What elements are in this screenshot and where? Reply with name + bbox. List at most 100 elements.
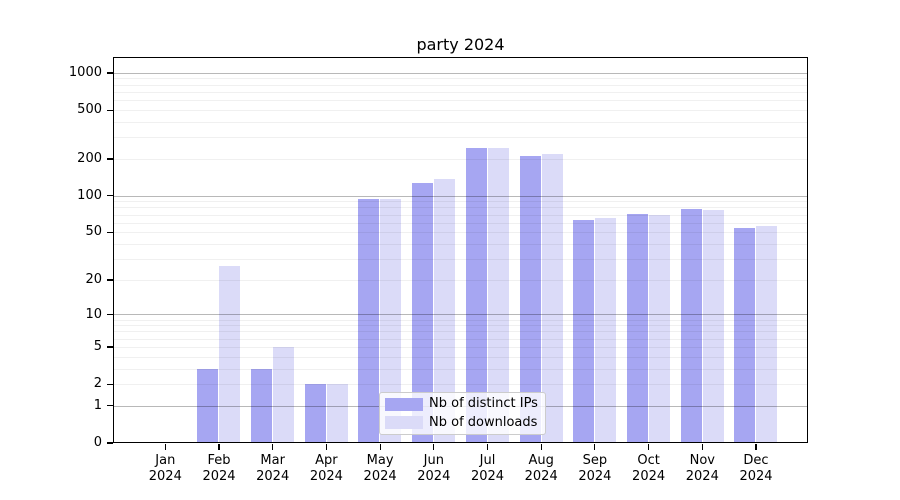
y-axis-tick-label: 10 (85, 306, 102, 322)
y-axis-tick-label: 5 (93, 339, 102, 355)
bar-nb-of-downloads-aug (541, 153, 563, 442)
minor-gridline (114, 232, 807, 234)
legend-label-distinct-ips: Nb of distinct IPs (429, 396, 538, 412)
minor-gridline (114, 84, 807, 86)
x-axis-tick-label: Aug 2024 (524, 453, 558, 484)
x-axis-tick (540, 444, 542, 450)
major-gridline (114, 72, 807, 74)
x-axis-tick-label: Sep 2024 (578, 453, 612, 484)
minor-gridline (114, 214, 807, 216)
bar-nb-of-distinct-ips-feb (197, 368, 219, 442)
y-axis-tick-label: 500 (77, 102, 102, 118)
x-axis-tick-label: May 2024 (363, 453, 397, 484)
x-axis-tick (379, 444, 381, 450)
bar-nb-of-downloads-apr (326, 383, 348, 442)
minor-gridline (114, 319, 807, 321)
minor-gridline (114, 100, 807, 102)
y-axis-tick (106, 109, 113, 111)
y-axis-tick-label: 50 (85, 224, 102, 240)
y-axis-tick (106, 72, 113, 74)
y-axis-tick-label: 2 (93, 376, 102, 392)
bar-nb-of-distinct-ips-apr (304, 383, 326, 442)
x-axis-tick-label: Oct 2024 (632, 453, 666, 484)
bar-nb-of-distinct-ips-nov (680, 208, 702, 442)
x-axis-tick-label: Mar 2024 (256, 453, 290, 484)
bar-nb-of-downloads-jun (434, 178, 456, 442)
x-axis-tick-label: Apr 2024 (309, 453, 343, 484)
x-axis-tick (164, 444, 166, 450)
bar-nb-of-distinct-ips-aug (519, 156, 541, 442)
x-axis-tick (648, 444, 650, 450)
bar-nb-of-downloads-feb (219, 266, 241, 442)
y-axis-tick-label: 0 (93, 435, 102, 450)
x-axis-tick-label: Feb 2024 (202, 453, 236, 484)
y-axis-tick-label: 200 (77, 151, 102, 167)
x-axis-tick (701, 444, 703, 450)
x-axis-tick (755, 444, 757, 450)
x-axis-tick-label: Nov 2024 (685, 453, 719, 484)
bar-nb-of-distinct-ips-may (358, 198, 380, 442)
bar-nb-of-downloads-nov (702, 209, 724, 442)
chart-title: party 2024 (416, 35, 505, 54)
y-axis-tick (106, 231, 113, 234)
minor-gridline (114, 331, 807, 333)
x-axis-tick (325, 444, 327, 450)
y-axis-tick (106, 442, 113, 444)
legend-swatch-distinct-ips (385, 397, 423, 411)
minor-gridline (114, 222, 807, 224)
minor-gridline (114, 368, 807, 370)
minor-gridline (114, 356, 807, 358)
y-axis-tick-label: 1000 (68, 65, 102, 81)
x-axis-tick (433, 444, 435, 450)
bar-nb-of-distinct-ips-oct (626, 213, 648, 442)
x-axis-tick (594, 444, 596, 450)
y-axis-tick (106, 346, 113, 348)
y-axis-tick (106, 279, 113, 281)
y-axis-tick (106, 405, 113, 407)
x-axis-tick-label: Jul 2024 (470, 453, 505, 484)
minor-gridline (114, 91, 807, 93)
bar-nb-of-downloads-may (380, 198, 402, 442)
minor-gridline (114, 258, 807, 260)
legend-item-downloads: Nb of downloads (385, 414, 545, 430)
legend-label-downloads: Nb of downloads (429, 414, 538, 430)
minor-gridline (114, 279, 807, 281)
bar-nb-of-distinct-ips-sep (573, 220, 595, 442)
x-axis-tick (272, 444, 274, 450)
minor-gridline (114, 346, 807, 348)
x-axis-tick-label: Jan 2024 (148, 453, 182, 484)
y-axis-tick (106, 195, 113, 197)
minor-gridline (114, 78, 807, 80)
bar-nb-of-distinct-ips-dec (734, 228, 756, 442)
y-axis-tick (106, 383, 113, 385)
bar-nb-of-downloads-oct (648, 214, 670, 442)
minor-gridline (114, 109, 807, 111)
major-gridline (114, 195, 807, 197)
x-axis-tick-label: Jun 2024 (417, 453, 451, 484)
minor-gridline (114, 243, 807, 245)
y-axis-tick-label: 20 (85, 271, 102, 287)
bar-nb-of-downloads-sep (595, 218, 617, 442)
minor-gridline (114, 137, 807, 139)
x-axis-tick (486, 444, 489, 450)
y-axis-tick-label: 1 (93, 397, 102, 413)
x-axis-tick (218, 444, 220, 450)
legend: Nb of distinct IPs Nb of downloads (379, 392, 546, 435)
bar-nb-of-distinct-ips-jun (412, 182, 434, 442)
minor-gridline (114, 158, 807, 160)
major-gridline (114, 314, 807, 316)
minor-gridline (114, 207, 807, 209)
x-axis-tick-label: Dec 2024 (739, 453, 773, 484)
bar-nb-of-downloads-dec (756, 226, 778, 442)
y-axis-tick-label: 100 (77, 187, 102, 203)
bar-nb-of-distinct-ips-mar (251, 368, 272, 442)
minor-gridline (114, 325, 807, 327)
minor-gridline (114, 121, 807, 123)
legend-swatch-downloads (385, 416, 423, 430)
plot-area (113, 57, 808, 443)
legend-item-distinct-ips: Nb of distinct IPs (385, 397, 545, 411)
y-axis-tick (106, 158, 113, 160)
bar-nb-of-downloads-jul (487, 147, 509, 442)
minor-gridline (114, 383, 807, 385)
